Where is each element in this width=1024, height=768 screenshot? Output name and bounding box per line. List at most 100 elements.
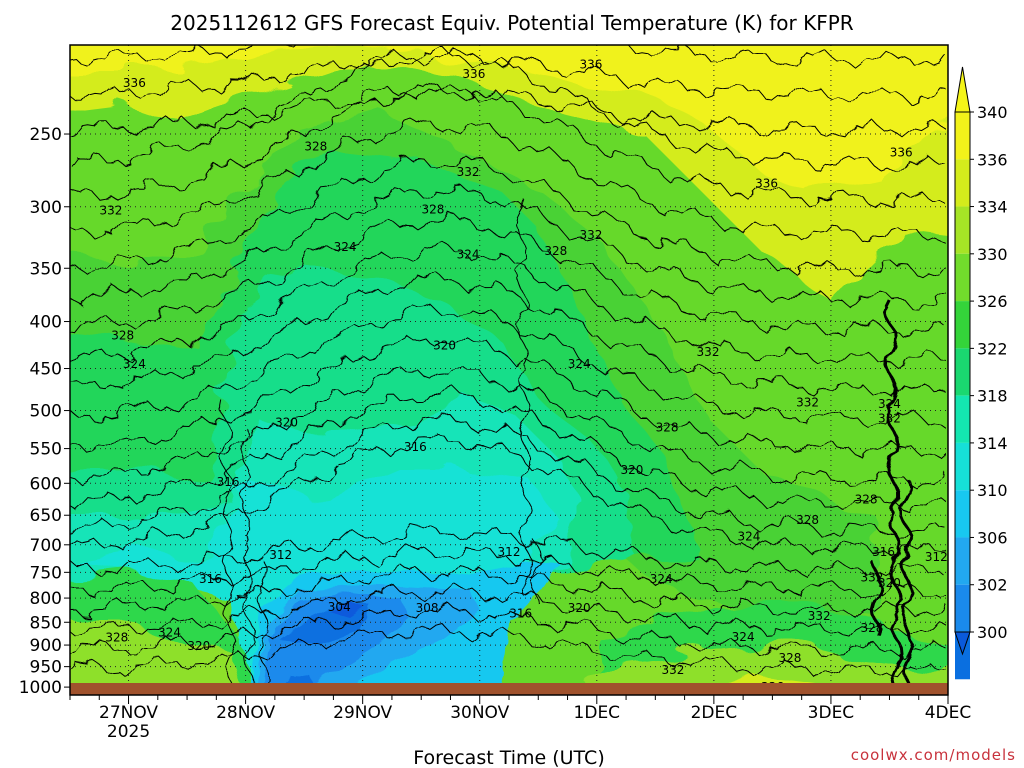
contour-label: 328 <box>304 140 327 154</box>
contour-label: 328 <box>105 630 128 644</box>
contour-line <box>257 559 270 695</box>
colorbar-label: 302 <box>977 576 1008 595</box>
grid-lines <box>70 45 948 695</box>
contour-label: 320 <box>433 339 456 353</box>
cold-pocket <box>250 560 560 695</box>
contour-label: 324 <box>732 630 755 644</box>
colorbar-swatch <box>955 584 970 632</box>
credit-text: coolwx.com/models <box>851 746 1016 764</box>
contour-label: 328 <box>421 202 444 216</box>
colorbar: 340 336 334 330 326 322 318 314 310 306 302 300 <box>954 66 1008 680</box>
contour-label: 328 <box>779 651 802 665</box>
contour-label: 328 <box>544 244 567 258</box>
colorbar-swatch <box>955 537 970 585</box>
y-tick-label: 900 <box>30 636 62 656</box>
contour-label: 332 <box>100 204 123 218</box>
colorbar-label: 330 <box>977 245 1008 264</box>
y-tick-label: 250 <box>30 125 62 145</box>
y-tick-label: 850 <box>30 613 62 633</box>
contour-label: 324 <box>650 572 673 586</box>
x-axis-label: Forecast Time (UTC) <box>413 747 604 768</box>
x-tick-label: 28NOV <box>216 703 275 723</box>
y-tick-label: 750 <box>30 563 62 583</box>
plot-area: 3363363363363363283323283323283323243243… <box>70 45 948 695</box>
y-tick-label: 950 <box>30 658 62 678</box>
colorbar-label: 318 <box>977 387 1008 406</box>
field-band-332-lower-left <box>70 620 240 695</box>
contour-label: 312 <box>498 545 521 559</box>
colorbar-label: 326 <box>977 292 1008 311</box>
y-tick-label: 450 <box>30 360 62 380</box>
theta-e-field <box>70 45 948 695</box>
contour-label: 324 <box>123 357 146 371</box>
contour-line <box>70 271 947 398</box>
contour-line <box>70 240 947 369</box>
colorbar-swatch <box>955 395 970 443</box>
contour-line <box>530 539 542 607</box>
contour-label: 328 <box>656 421 679 435</box>
contour-label: 304 <box>328 600 351 614</box>
y-tick-label: 500 <box>30 402 62 422</box>
contour-line <box>70 81 947 140</box>
contour-label: 328 <box>111 328 134 342</box>
x-tick-label: 4DEC <box>925 703 972 723</box>
contour-label: 312 <box>269 548 292 562</box>
contour-label: 324 <box>457 247 480 261</box>
contour-line <box>70 363 947 489</box>
contour-label: 320 <box>275 415 298 429</box>
contour-label: 312 <box>925 550 948 564</box>
colorbar-swatch <box>955 253 970 302</box>
contour-label: 332 <box>808 609 831 623</box>
contour-label: 316 <box>872 545 895 559</box>
colorbar-swatch <box>955 301 970 349</box>
contour-label: 332 <box>457 165 480 179</box>
colorbar-label: 334 <box>977 198 1008 217</box>
y-tick-label: 400 <box>30 313 62 333</box>
contour-line <box>70 543 947 600</box>
contour-line <box>70 386 947 514</box>
y-tick-label: 550 <box>30 440 62 460</box>
contour-label: 332 <box>697 345 720 359</box>
contour-label: 332 <box>579 228 602 242</box>
cold-pocket-299 <box>330 602 365 618</box>
terrain-strip <box>70 683 948 695</box>
contour-line <box>514 199 533 597</box>
contour-label: 324 <box>568 357 591 371</box>
contour-label: 336 <box>755 176 778 190</box>
x-tick-label: 3DEC <box>808 703 855 723</box>
contour-label: 324 <box>158 625 181 639</box>
field-band-340-upper <box>70 45 948 195</box>
contour-label: 332 <box>878 411 901 425</box>
colorbar-over-arrow <box>954 66 971 113</box>
contour-label: 328 <box>860 621 883 635</box>
contour-label: 336 <box>890 146 913 160</box>
colorbar-label: 314 <box>977 434 1008 453</box>
contour-line <box>70 334 947 459</box>
y-axis: 250 300 350 400 450 500 550 600 650 700 750 800 850 9… <box>19 125 70 698</box>
contour-label: 320 <box>620 463 643 477</box>
contour-line <box>70 82 947 207</box>
contour-label: 336 <box>123 76 146 90</box>
contour-line <box>70 155 947 278</box>
contour-label: 320 <box>878 576 901 590</box>
contour-label: 324 <box>878 397 901 411</box>
contour-label: 328 <box>855 493 878 507</box>
contour-label: 316 <box>217 475 240 489</box>
x-tick-label: 2DEC <box>691 703 738 723</box>
contour-line <box>70 45 947 70</box>
contour-label: 328 <box>796 513 819 527</box>
colorbar-label: 310 <box>977 481 1008 500</box>
contour-line <box>868 559 883 639</box>
colorbar-swatch <box>955 206 970 254</box>
contour-line <box>70 119 947 244</box>
contour-label: 316 <box>509 607 532 621</box>
y-tick-label: 300 <box>30 198 62 218</box>
contour-label: 332 <box>860 571 883 585</box>
colorbar-label: 322 <box>977 339 1008 358</box>
chart-title: 2025112612 GFS Forecast Equiv. Potential… <box>170 11 853 35</box>
contour-label: 320 <box>568 601 591 615</box>
contour-label: 308 <box>416 601 439 615</box>
y-tick-label: 600 <box>30 474 62 494</box>
contour-label: 316 <box>199 572 222 586</box>
contour-label: 324 <box>738 530 761 544</box>
